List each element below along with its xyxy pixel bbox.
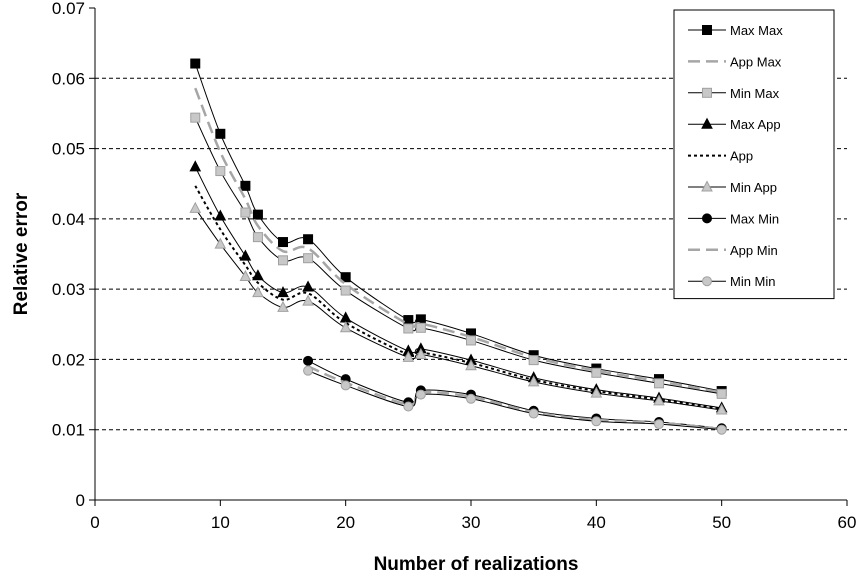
y-tick-label: 0.05: [52, 140, 85, 159]
data-point-max-max: [303, 234, 314, 245]
data-point-max-app: [252, 269, 264, 281]
data-point-max-app: [189, 160, 202, 172]
data-point-min-app: [402, 350, 415, 362]
data-point-min-app: [590, 386, 603, 398]
data-point-min-max: [466, 335, 476, 346]
data-point-min-min: [654, 419, 664, 430]
data-point-min-min: [415, 389, 426, 400]
legend-label-max-app: Max App: [730, 117, 781, 132]
data-point-min-max: [215, 166, 226, 177]
data-point-max-max: [240, 180, 251, 191]
series-min-app: [189, 201, 728, 415]
data-point-min-app: [302, 294, 314, 306]
data-point-min-app: [189, 201, 202, 213]
legend-box: [673, 9, 835, 300]
series-line-app: [194, 185, 722, 410]
legend-marker-max-min: [702, 213, 712, 224]
y-tick-label: 0.07: [52, 0, 85, 18]
data-point-min-app: [252, 286, 264, 298]
x-tick-label: 20: [336, 513, 355, 532]
data-point-min-max: [240, 207, 251, 218]
data-point-min-app: [214, 237, 227, 249]
x-tick-label: 40: [587, 513, 606, 532]
legend-marker-max-max: [702, 25, 712, 35]
y-tick-label: 0: [76, 491, 85, 510]
series-line-app-max: [194, 87, 722, 394]
data-point-max-max: [252, 209, 263, 220]
data-point-min-max: [716, 388, 727, 399]
data-point-min-min: [591, 416, 602, 427]
y-axis-title: Relative error: [11, 192, 32, 315]
data-point-min-max: [528, 355, 539, 366]
data-point-min-max: [654, 378, 664, 389]
legend-label-app: App: [730, 149, 753, 164]
data-point-min-min: [716, 424, 727, 435]
series-max-app: [189, 160, 728, 413]
data-point-min-max: [190, 112, 201, 123]
series-app-max: [194, 87, 722, 394]
data-point-min-min: [528, 408, 539, 419]
data-point-max-app: [277, 286, 289, 298]
data-point-min-max: [303, 253, 314, 264]
legend-label-min-max: Min Max: [730, 86, 780, 101]
data-point-max-max: [403, 315, 414, 326]
data-point-min-max: [591, 367, 602, 378]
y-tick-label: 0.06: [52, 69, 85, 88]
y-tick-label: 0.02: [52, 350, 85, 369]
y-tick-label: 0.01: [52, 421, 85, 440]
x-tick-label: 10: [211, 513, 230, 532]
data-point-min-min: [403, 401, 414, 412]
data-point-max-max: [340, 272, 351, 283]
series-min-max: [190, 112, 727, 399]
data-point-max-app: [214, 209, 227, 221]
legend-label-min-app: Min App: [730, 180, 777, 195]
data-point-min-max: [340, 285, 351, 296]
data-point-max-max: [215, 128, 226, 139]
data-point-min-max: [252, 232, 263, 243]
y-tick-label: 0.03: [52, 280, 85, 299]
data-point-min-app: [415, 347, 427, 360]
legend: Max Max App Max Min Max Max App App Min App Ma…: [673, 9, 835, 300]
data-point-max-max: [190, 58, 201, 69]
legend-marker-min-app: [701, 180, 713, 192]
data-point-min-min: [303, 365, 314, 376]
data-point-min-max: [403, 323, 414, 334]
legend-label-min-min: Min Min: [730, 274, 776, 289]
y-tick-label: 0.04: [52, 210, 85, 229]
data-point-min-app: [339, 321, 352, 333]
series-min-min: [303, 365, 727, 435]
legend-marker-max-app: [701, 117, 713, 129]
x-tick-label: 60: [838, 513, 857, 532]
legend-label-app-max: App Max: [730, 54, 782, 69]
series-line-app-min: [307, 365, 722, 431]
data-point-max-min: [303, 355, 314, 366]
x-tick-label: 30: [462, 513, 481, 532]
x-tick-label: 0: [90, 513, 99, 532]
data-point-min-app: [239, 269, 252, 281]
data-point-min-app: [715, 403, 728, 415]
x-axis-title: Number of realizations: [374, 554, 579, 575]
data-point-min-max: [278, 255, 288, 266]
data-point-min-min: [466, 393, 476, 404]
data-point-min-max: [415, 322, 426, 333]
data-point-max-app: [239, 249, 252, 261]
series-app: [194, 185, 722, 410]
data-point-max-app: [302, 280, 314, 292]
legend-marker-min-min: [702, 276, 712, 287]
x-tick-label: 50: [712, 513, 731, 532]
legend-marker-min-max: [702, 87, 712, 98]
data-point-max-max: [278, 237, 288, 248]
legend-label-app-min: App Min: [730, 243, 778, 258]
data-point-min-app: [653, 394, 665, 406]
data-point-min-app: [465, 359, 477, 371]
data-point-min-app: [277, 300, 289, 312]
data-point-min-app: [527, 375, 540, 387]
legend-label-max-min: Max Min: [730, 211, 779, 226]
data-point-min-min: [340, 380, 351, 391]
series-app-min: [307, 365, 722, 431]
legend-label-max-max: Max Max: [730, 23, 783, 38]
